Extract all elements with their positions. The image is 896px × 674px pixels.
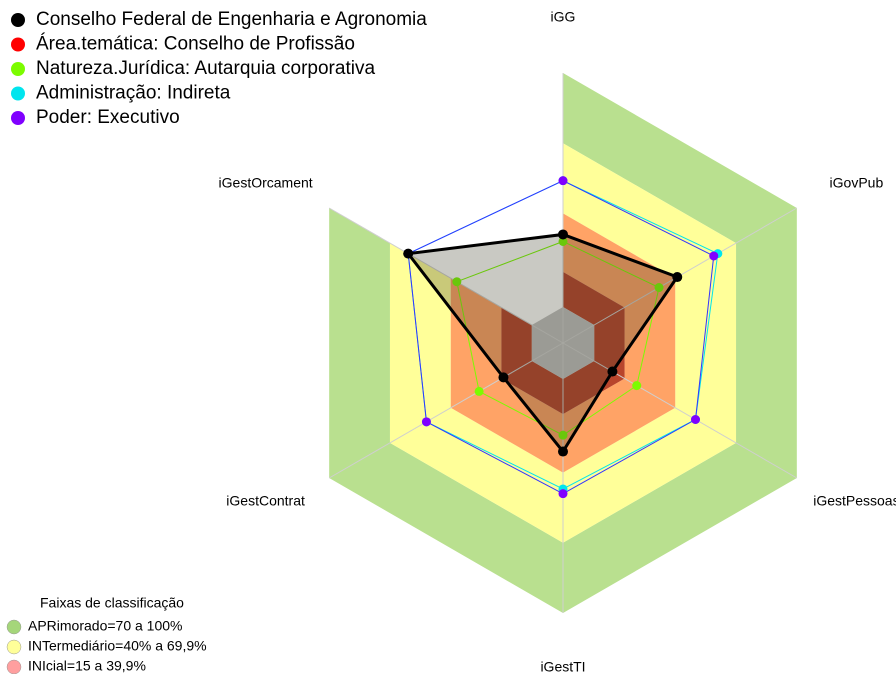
- series-point: [607, 366, 618, 377]
- bands-title: Faixas de classificação: [40, 595, 184, 611]
- legend-marker: [11, 111, 25, 125]
- series-point: [709, 251, 719, 261]
- band-legend-marker: [6, 639, 22, 655]
- band-legend-label: INTermediário=40% a 69,9%: [28, 638, 207, 654]
- series-point: [558, 229, 568, 240]
- band-legend-marker: [6, 619, 22, 635]
- legend-label: Conselho Federal de Engenharia e Agronom…: [36, 9, 427, 30]
- series-point: [452, 277, 462, 287]
- axis-label: iGestPessoas: [813, 493, 896, 509]
- band: [389, 143, 737, 543]
- legend-marker: [11, 13, 25, 27]
- legend-marker: [11, 86, 25, 101]
- series-point: [474, 386, 484, 396]
- axis-line: [328, 207, 564, 344]
- band: [501, 271, 625, 415]
- band-legend-label: APRimorado=70 a 100%: [28, 618, 183, 634]
- series-point: [403, 248, 414, 259]
- series-point: [691, 415, 701, 424]
- axis-label: iGestOrcament: [219, 175, 313, 191]
- series-point: [558, 430, 568, 440]
- series-point: [672, 272, 683, 283]
- series-point: [632, 381, 642, 391]
- band-legend-label: INIcial=15 a 39,9%: [28, 658, 146, 674]
- series-point: [558, 446, 568, 457]
- axis-label: iGovPub: [830, 175, 884, 191]
- axis-line: [562, 342, 798, 479]
- series-point: [558, 176, 568, 186]
- plot: [403, 176, 723, 499]
- axis-label: iGestTI: [540, 659, 585, 674]
- legend-label: Natureza.Jurídica: Autarquia corporativa: [36, 58, 375, 79]
- legend-label: Área.temática: Conselho de Profissão: [36, 34, 355, 55]
- band: [329, 73, 797, 613]
- legend-marker: [11, 62, 25, 76]
- legend-label: Administração: Indireta: [36, 83, 231, 104]
- axis-line: [328, 342, 564, 479]
- series-point: [498, 372, 509, 383]
- band: [450, 213, 676, 473]
- band-legend-marker: [6, 659, 22, 674]
- legend-label: Poder: Executivo: [36, 107, 180, 128]
- series-point: [558, 489, 568, 499]
- series-point: [558, 236, 568, 246]
- series-point: [421, 417, 431, 427]
- axis-label: iGG: [551, 9, 576, 25]
- series-point: [654, 283, 664, 293]
- axis-label: iGestContrat: [226, 493, 305, 509]
- bands: [328, 73, 798, 613]
- legend-marker: [11, 37, 25, 52]
